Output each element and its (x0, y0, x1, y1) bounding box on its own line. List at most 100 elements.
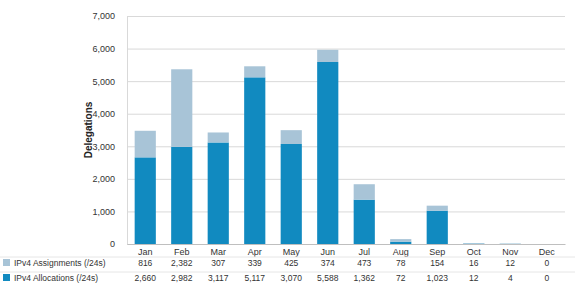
bar (244, 66, 265, 77)
x-tick: Jun (320, 244, 335, 257)
data-label: 2,382 (171, 258, 193, 268)
data-label: 473 (357, 258, 371, 268)
data-label: 12 (506, 258, 516, 268)
data-label: 339 (248, 258, 262, 268)
y-tick-label: 1,000 (92, 207, 115, 217)
bar (317, 50, 338, 62)
y-tick: 7,000 (92, 11, 565, 21)
bar (208, 132, 229, 142)
y-axis: 0 1,000 2,000 3,000 4,000 5,000 6,000 7,000 (92, 11, 565, 249)
bar (427, 211, 448, 244)
x-tick: Mar (211, 244, 227, 257)
x-tick: Dec (539, 244, 556, 257)
data-label: 425 (284, 258, 298, 268)
table-row: IPv4 Assignments (/24s) 816 2,382 307 339 425… (0, 257, 575, 268)
x-tick-label: Aug (393, 247, 409, 257)
y-tick-label: 0 (110, 239, 115, 249)
y-tick-label: 2,000 (92, 174, 115, 184)
x-axis-line (128, 244, 566, 245)
x-tick: Nov (502, 244, 519, 257)
x-tick: Jan (138, 244, 153, 257)
x-tick-label: Jun (320, 247, 335, 257)
grid-line (127, 211, 565, 212)
grid-line (127, 179, 565, 180)
legend-label: IPv4 Assignments (/24s) (14, 258, 106, 268)
x-tick-label: Mar (211, 247, 227, 257)
data-label: 12 (469, 273, 479, 283)
data-label: 72 (396, 273, 406, 283)
data-label: 78 (396, 258, 406, 268)
x-tick-label: Feb (174, 247, 190, 257)
data-label: 0 (544, 273, 549, 283)
x-tick-label: Apr (248, 247, 262, 257)
data-label: 2,982 (171, 273, 193, 283)
x-tick: Apr (248, 244, 262, 257)
legend-label: IPv4 Allocations (/24s) (14, 273, 98, 283)
data-label: 16 (469, 258, 479, 268)
x-tick: Sep (429, 244, 445, 257)
y-tick-label: 5,000 (92, 77, 115, 87)
x-tick-label: Jan (138, 247, 153, 257)
data-label: 3,117 (208, 273, 229, 283)
data-label: 374 (321, 258, 335, 268)
bar (536, 244, 557, 245)
table-row: IPv4 Allocations (/24s)2,6602,9823,1175,… (0, 272, 575, 283)
bar (463, 243, 484, 244)
data-label: 816 (138, 258, 152, 268)
bar (281, 130, 302, 144)
x-tick-label: Sep (429, 247, 445, 257)
bar (317, 62, 338, 244)
bars (135, 50, 521, 244)
data-label: 4 (508, 273, 513, 283)
x-tick-label: Oct (467, 247, 482, 257)
grid-line (127, 146, 565, 147)
bar (135, 157, 156, 244)
x-tick-label: Dec (539, 247, 556, 257)
bar (390, 242, 411, 244)
legend-swatch (3, 259, 10, 266)
chart: 0 1,000 2,000 3,000 4,000 5,000 6,000 7,000 Dele… (0, 0, 584, 301)
data-label: 1,362 (354, 273, 376, 283)
bar (171, 147, 192, 244)
data-label: 5,588 (317, 273, 339, 283)
x-tick-label: Jul (358, 247, 370, 257)
grid-line (127, 16, 565, 17)
grid-line (127, 49, 565, 50)
bar (135, 131, 156, 158)
data-label: 3,070 (281, 273, 303, 283)
data-label: 1,023 (427, 273, 449, 283)
y-tick-label: 3,000 (92, 142, 115, 152)
bar (281, 144, 302, 244)
y-axis-line (128, 17, 566, 245)
data-label: 307 (211, 258, 225, 268)
bar (463, 243, 484, 244)
bar (427, 206, 448, 211)
bar (500, 243, 521, 244)
bar (354, 184, 375, 199)
grid-line (127, 244, 565, 245)
bar (500, 243, 521, 244)
x-axis: Jan Feb Mar Apr May Jun Jul Aug Sep Oct Nov Dec (128, 244, 566, 257)
x-tick: Aug (393, 244, 409, 257)
data-label: 0 (544, 258, 549, 268)
grid-line (127, 114, 565, 115)
x-tick-label: May (283, 247, 301, 257)
bar-series (135, 50, 521, 244)
bar (536, 244, 557, 245)
legend-swatch (3, 274, 10, 281)
bar-series (135, 62, 521, 244)
data-label: 5,117 (244, 273, 265, 283)
x-tick: Jul (358, 244, 370, 257)
data-label: 154 (430, 258, 444, 268)
x-tick: Oct (467, 244, 482, 257)
bar (244, 77, 265, 244)
bar (208, 142, 229, 244)
bar (354, 200, 375, 244)
y-tick-label: 4,000 (92, 109, 115, 119)
bar (390, 239, 411, 242)
y-axis-title: Delegations (83, 101, 94, 158)
x-tick-label: Nov (502, 247, 519, 257)
x-tick: May (283, 244, 301, 257)
x-tick: Feb (174, 244, 190, 257)
y-tick-label: 6,000 (92, 44, 115, 54)
